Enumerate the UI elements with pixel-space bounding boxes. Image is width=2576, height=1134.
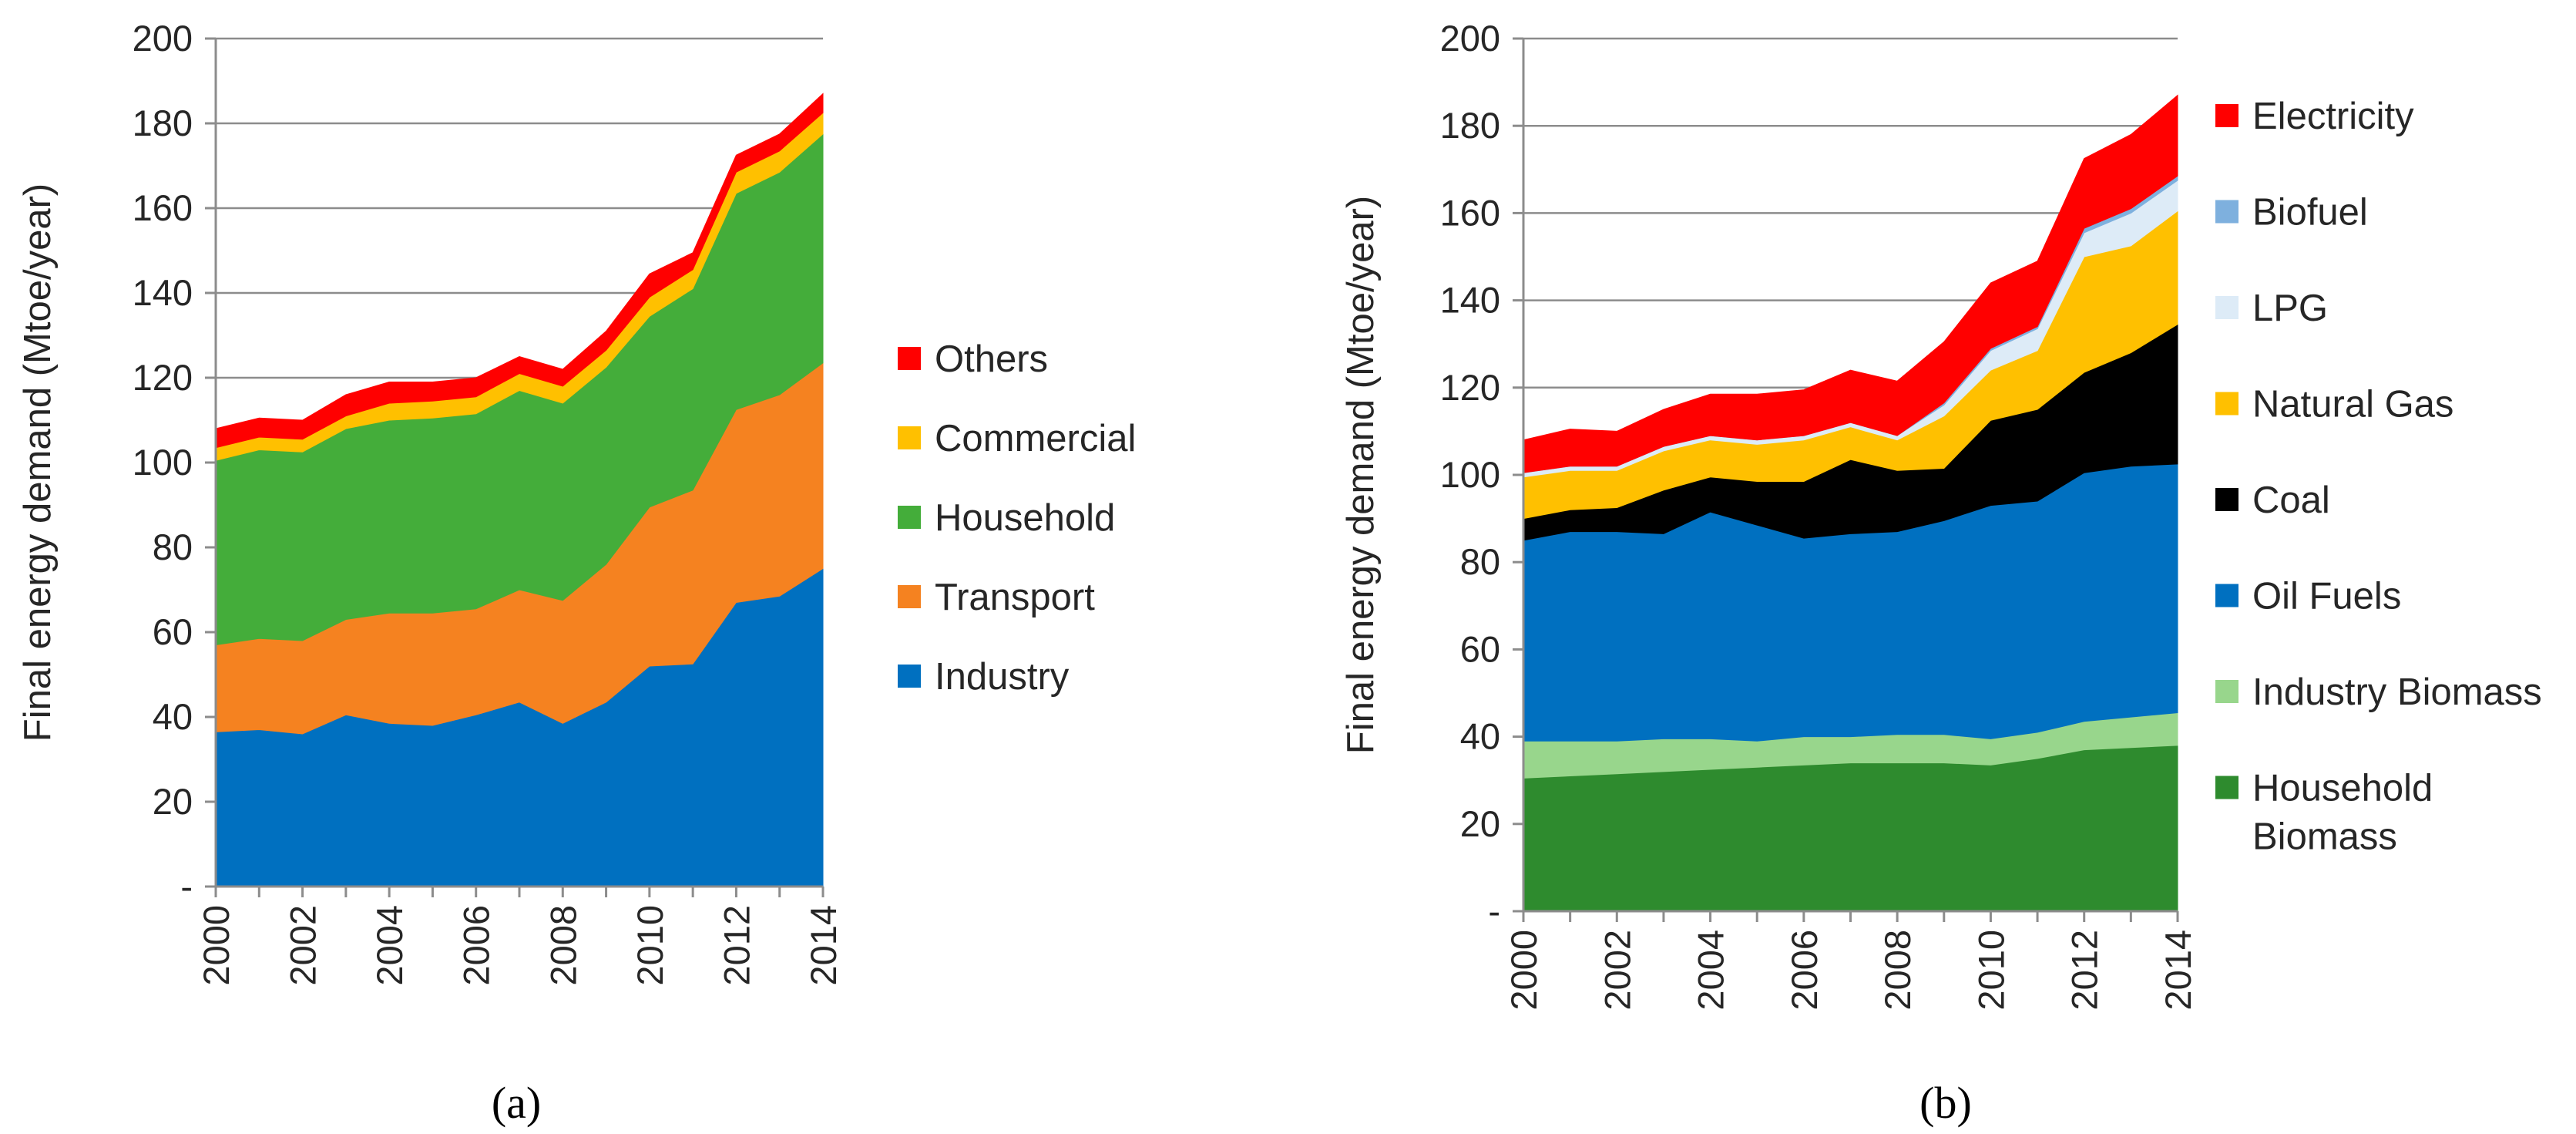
y-tick-label-a-6: 120 [133, 357, 193, 398]
x-tick-label-b-1: 2002 [1597, 930, 1637, 1011]
y-tick-label-a-0: - [180, 866, 193, 907]
legend-label-b-1: Biofuel [2252, 192, 2368, 234]
legend-label-b-5: Oil Fuels [2252, 576, 2401, 617]
x-tick-label-a-3: 2006 [456, 905, 497, 986]
legend-item-b-oil-fuels: Oil Fuels [2215, 576, 2401, 617]
y-axis-title-a: Final energy demand (Mtoe/year) [17, 183, 59, 742]
legend-swatch-b-4 [2215, 488, 2238, 511]
y-tick-label-a-8: 160 [133, 187, 193, 228]
x-tick-label-a-7: 2014 [803, 905, 844, 986]
legend-label-a-4: Industry [935, 656, 1070, 698]
legend-item-a-household: Household [898, 497, 1115, 539]
legend-label-b-2: LPG [2252, 288, 2328, 329]
legend-swatch-a-4 [898, 665, 921, 688]
legend-item-b-household-biomass: Household Biomass [2215, 768, 2433, 858]
legend-item-b-natural-gas: Natural Gas [2215, 384, 2453, 426]
y-tick-label-b-3: 60 [1460, 628, 1500, 669]
chart-panel-b: - 20 40 60 80 100 120 140 160 180 200 2000 2002 2004 2… [1340, 18, 2542, 1128]
legend-label-b-3: Natural Gas [2252, 384, 2453, 426]
x-tick-label-b-5: 2010 [1970, 930, 2011, 1011]
y-tick-label-a-5: 100 [133, 442, 193, 483]
legend-item-a-industry: Industry [898, 656, 1070, 698]
x-tick-label-b-6: 2012 [2064, 930, 2105, 1011]
y-tick-label-a-9: 180 [133, 103, 193, 143]
legend-item-a-commercial: Commercial [898, 418, 1136, 459]
legend-item-a-others: Others [898, 338, 1048, 380]
x-tick-label-a-0: 2000 [196, 905, 237, 986]
y-tick-label-a-4: 80 [153, 527, 193, 567]
y-tick-label-b-0: - [1488, 890, 1500, 931]
panel-label-a: (a) [492, 1078, 541, 1128]
y-axis-title-b: Final energy demand (Mtoe/year) [1340, 196, 1382, 754]
legend-label-b-4: Coal [2252, 480, 2330, 521]
x-tick-label-a-1: 2002 [283, 905, 324, 986]
x-tick-label-a-6: 2012 [716, 905, 757, 986]
legend-swatch-b-5 [2215, 584, 2238, 607]
y-tick-label-a-2: 40 [153, 696, 193, 737]
legend-swatch-a-1 [898, 426, 921, 449]
x-tick-label-a-5: 2010 [630, 905, 670, 986]
x-tick-label-b-7: 2014 [2158, 930, 2198, 1011]
y-tick-label-b-5: 100 [1440, 454, 1500, 495]
legend-swatch-b-3 [2215, 392, 2238, 416]
x-tick-label-a-2: 2004 [369, 905, 410, 986]
legend-label-a-2: Household [935, 497, 1115, 539]
x-tick-label-b-2: 2004 [1691, 930, 1731, 1011]
legend-swatch-b-2 [2215, 296, 2238, 319]
x-tick-label-b-0: 2000 [1503, 930, 1544, 1011]
legend-label-b-0: Electricity [2252, 96, 2414, 137]
panel-label-b: (b) [1919, 1078, 1972, 1128]
x-tick-label-b-4: 2008 [1877, 930, 1918, 1011]
legend-swatch-b-0 [2215, 104, 2238, 127]
legend-swatch-b-1 [2215, 200, 2238, 224]
legend-b: Electricity Biofuel LPG Natural Gas Coal Oil … [2215, 96, 2542, 858]
y-tick-label-b-6: 120 [1440, 367, 1500, 408]
y-tick-label-b-2: 40 [1460, 716, 1500, 757]
legend-label-a-3: Transport [935, 577, 1095, 618]
legend-label-b-7-line2: Biomass [2252, 816, 2397, 858]
x-tick-label-a-4: 2008 [542, 905, 583, 986]
y-tick-label-a-1: 20 [153, 781, 193, 822]
y-tick-label-b-1: 20 [1460, 803, 1500, 844]
legend-item-a-transport: Transport [898, 577, 1095, 618]
y-tick-label-b-7: 140 [1440, 280, 1500, 321]
legend-item-b-lpg: LPG [2215, 288, 2328, 329]
legend-swatch-b-7 [2215, 776, 2238, 799]
legend-label-b-7: Household [2252, 768, 2433, 809]
chart-panel-a: - 20 40 60 80 100 120 140 160 180 200 2000 2002 2004 2… [17, 18, 1136, 1128]
legend-label-b-6: Industry Biomass [2252, 671, 2542, 713]
legend-label-a-1: Commercial [935, 418, 1136, 459]
legend-swatch-a-2 [898, 506, 921, 529]
legend-item-b-electricity: Electricity [2215, 96, 2414, 137]
legend-label-a-0: Others [935, 338, 1048, 380]
legend-swatch-a-3 [898, 585, 921, 608]
legend-swatch-a-0 [898, 347, 921, 370]
y-tick-label-a-7: 140 [133, 272, 193, 313]
x-tick-label-b-3: 2006 [1784, 930, 1825, 1011]
y-tick-label-b-4: 80 [1460, 541, 1500, 582]
legend-item-b-industry-biomass: Industry Biomass [2215, 671, 2542, 713]
legend-item-b-biofuel: Biofuel [2215, 192, 2368, 234]
y-tick-label-b-8: 160 [1440, 192, 1500, 233]
legend-swatch-b-6 [2215, 680, 2238, 703]
y-tick-label-b-9: 180 [1440, 105, 1500, 146]
y-tick-label-b-10: 200 [1440, 18, 1500, 59]
area-a-others [215, 93, 824, 449]
y-tick-label-a-10: 200 [133, 18, 193, 59]
legend-item-b-coal: Coal [2215, 480, 2330, 521]
y-tick-label-a-3: 60 [153, 611, 193, 652]
legend-a: Others Commercial Household Transport Indust… [898, 338, 1136, 698]
area-b-electricity [1523, 94, 2178, 473]
